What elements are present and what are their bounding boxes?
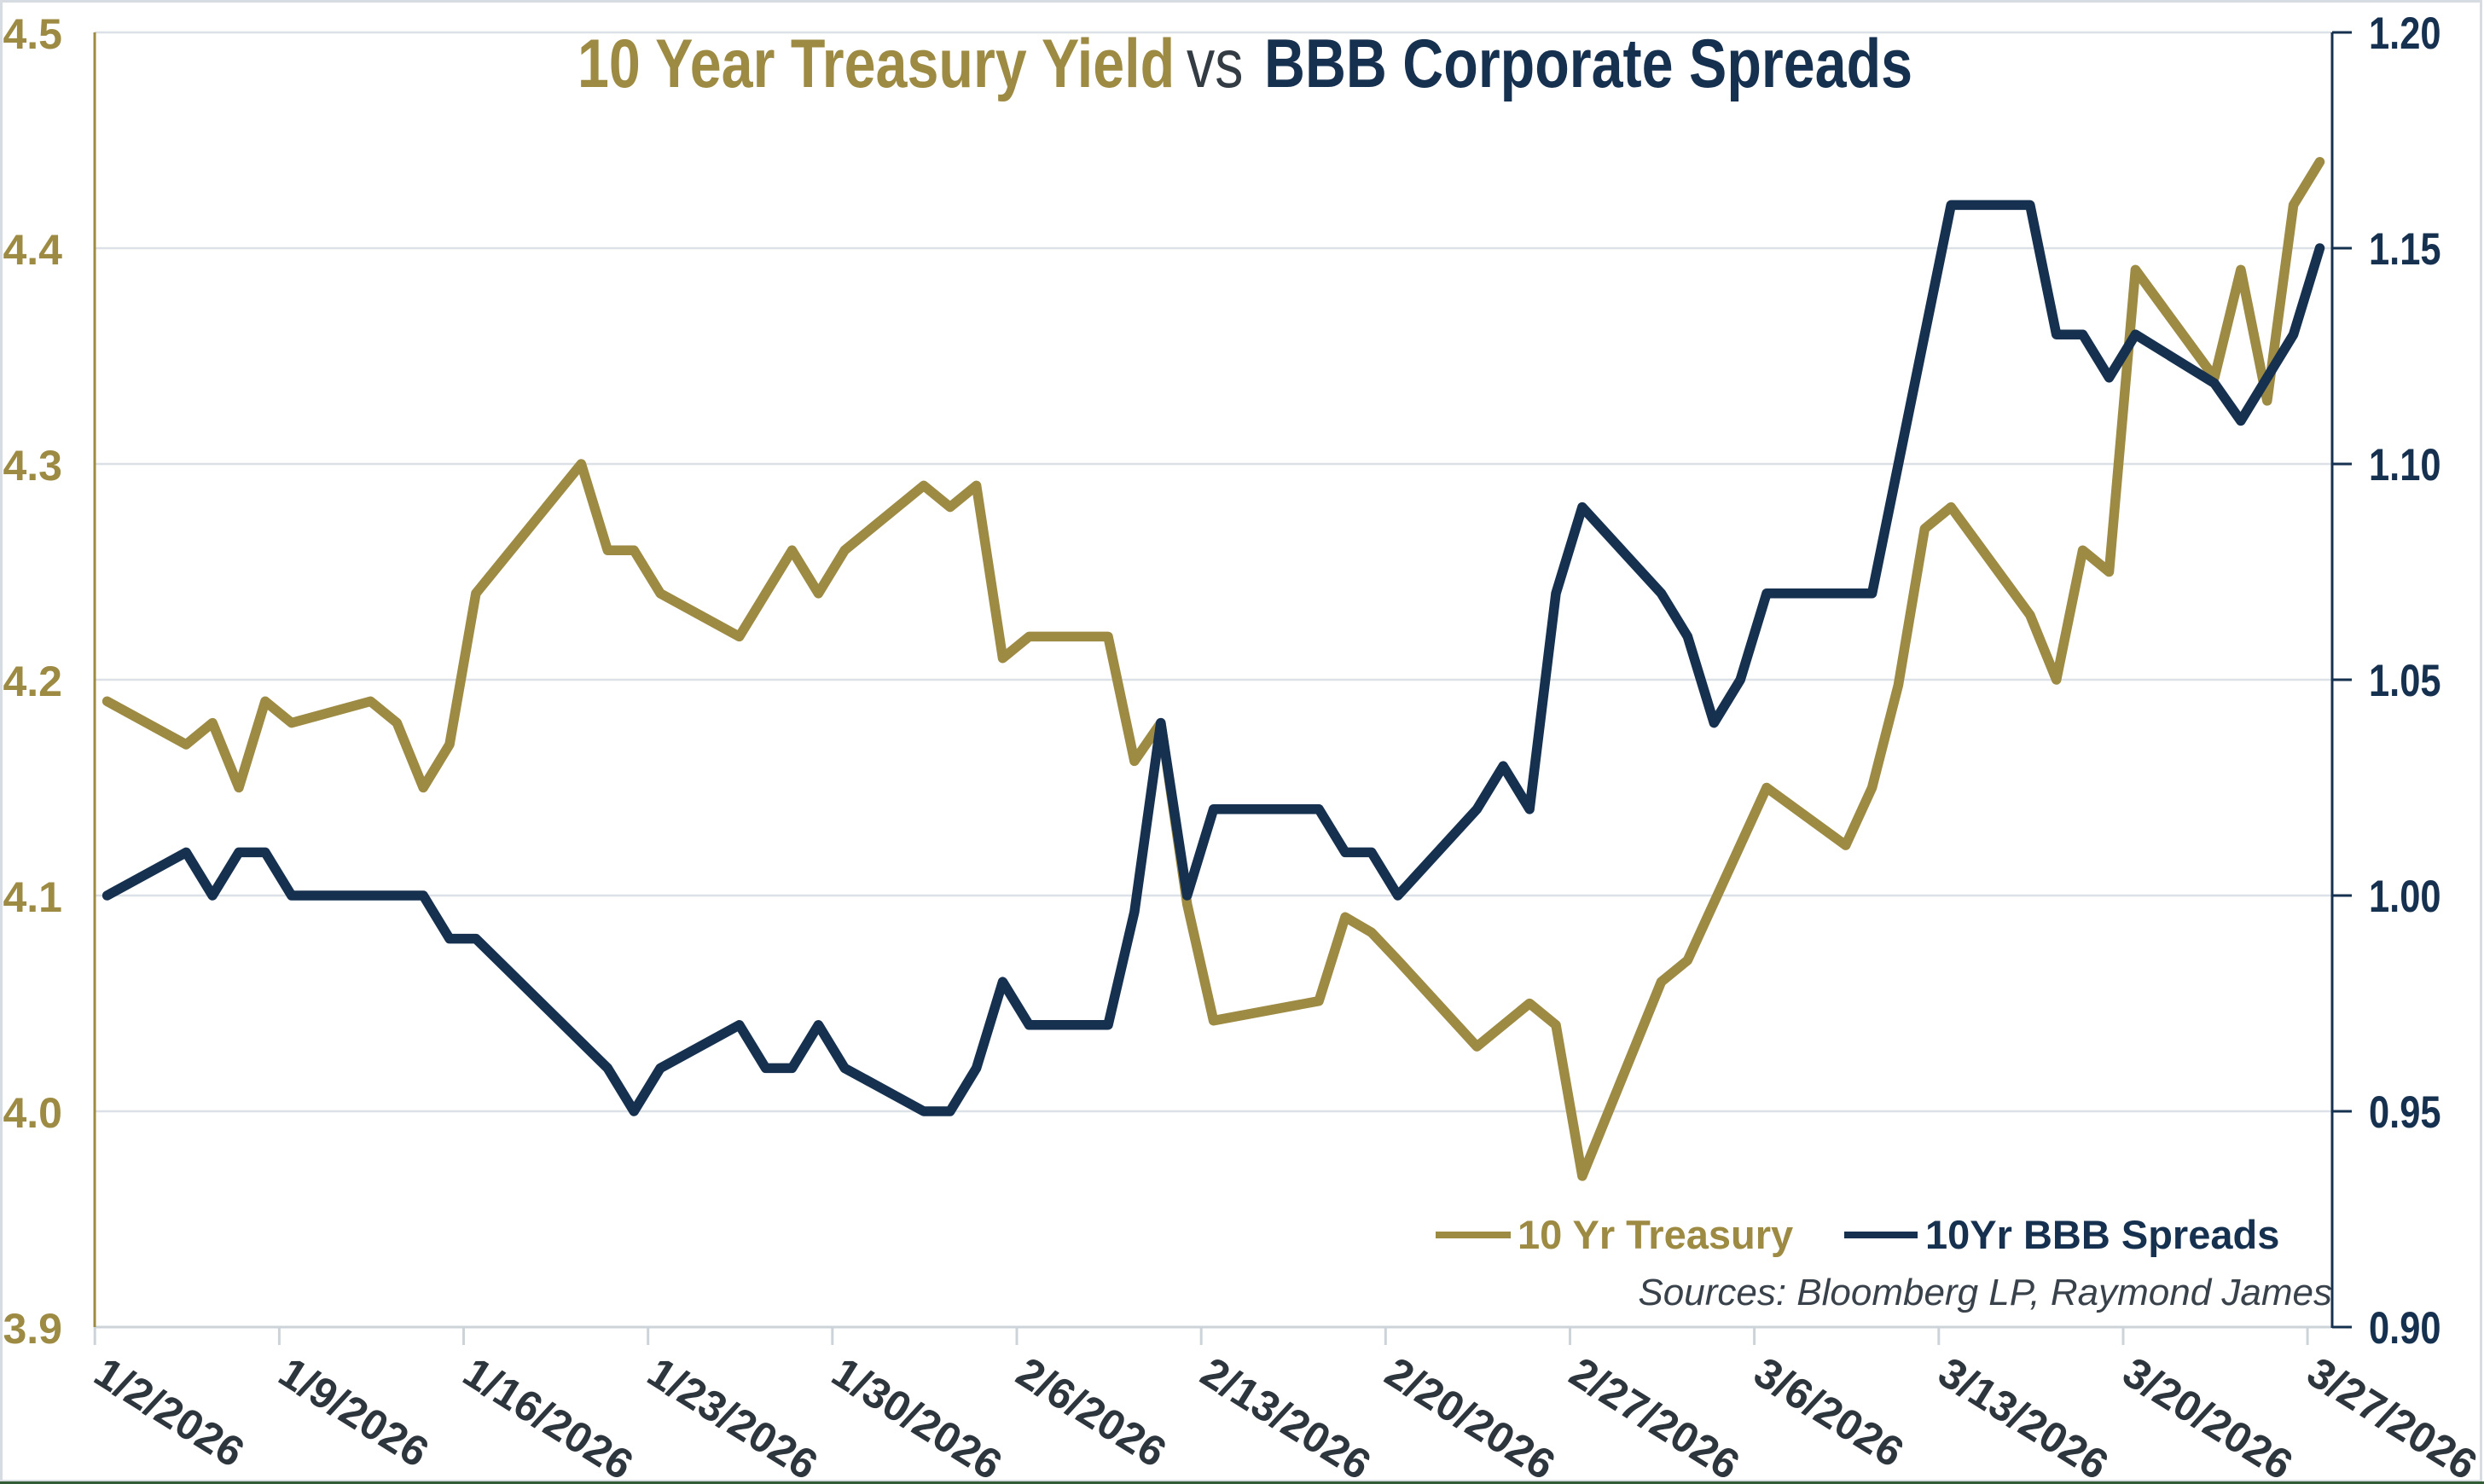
svg-text:1.05: 1.05 [2369,656,2441,706]
svg-text:4.2: 4.2 [3,658,62,705]
svg-text:1.20: 1.20 [2369,9,2441,59]
svg-text:1.15: 1.15 [2369,224,2441,275]
svg-text:4.4: 4.4 [3,226,62,274]
svg-text:1.00: 1.00 [2369,872,2441,922]
svg-text:4.5: 4.5 [3,10,62,58]
svg-text:3.9: 3.9 [3,1305,62,1353]
svg-text:1.10: 1.10 [2369,440,2441,490]
svg-text:10 Year Treasury Yield: 10 Year Treasury Yield [577,25,1175,102]
svg-text:0.95: 0.95 [2369,1087,2441,1138]
svg-text:10Yr BBB Spreads: 10Yr BBB Spreads [1925,1212,2279,1257]
svg-text:Sources: Bloomberg LP, Raymond: Sources: Bloomberg LP, Raymond James [1638,1272,2332,1313]
svg-text:BBB Corporate Spreads: BBB Corporate Spreads [1264,25,1912,102]
svg-text:4.1: 4.1 [3,873,62,921]
svg-text:vs: vs [1187,25,1243,102]
svg-text:10 Yr Treasury: 10 Yr Treasury [1518,1212,1793,1257]
svg-text:0.90: 0.90 [2369,1303,2441,1354]
svg-text:4.0: 4.0 [3,1089,62,1137]
svg-text:4.3: 4.3 [3,442,62,490]
